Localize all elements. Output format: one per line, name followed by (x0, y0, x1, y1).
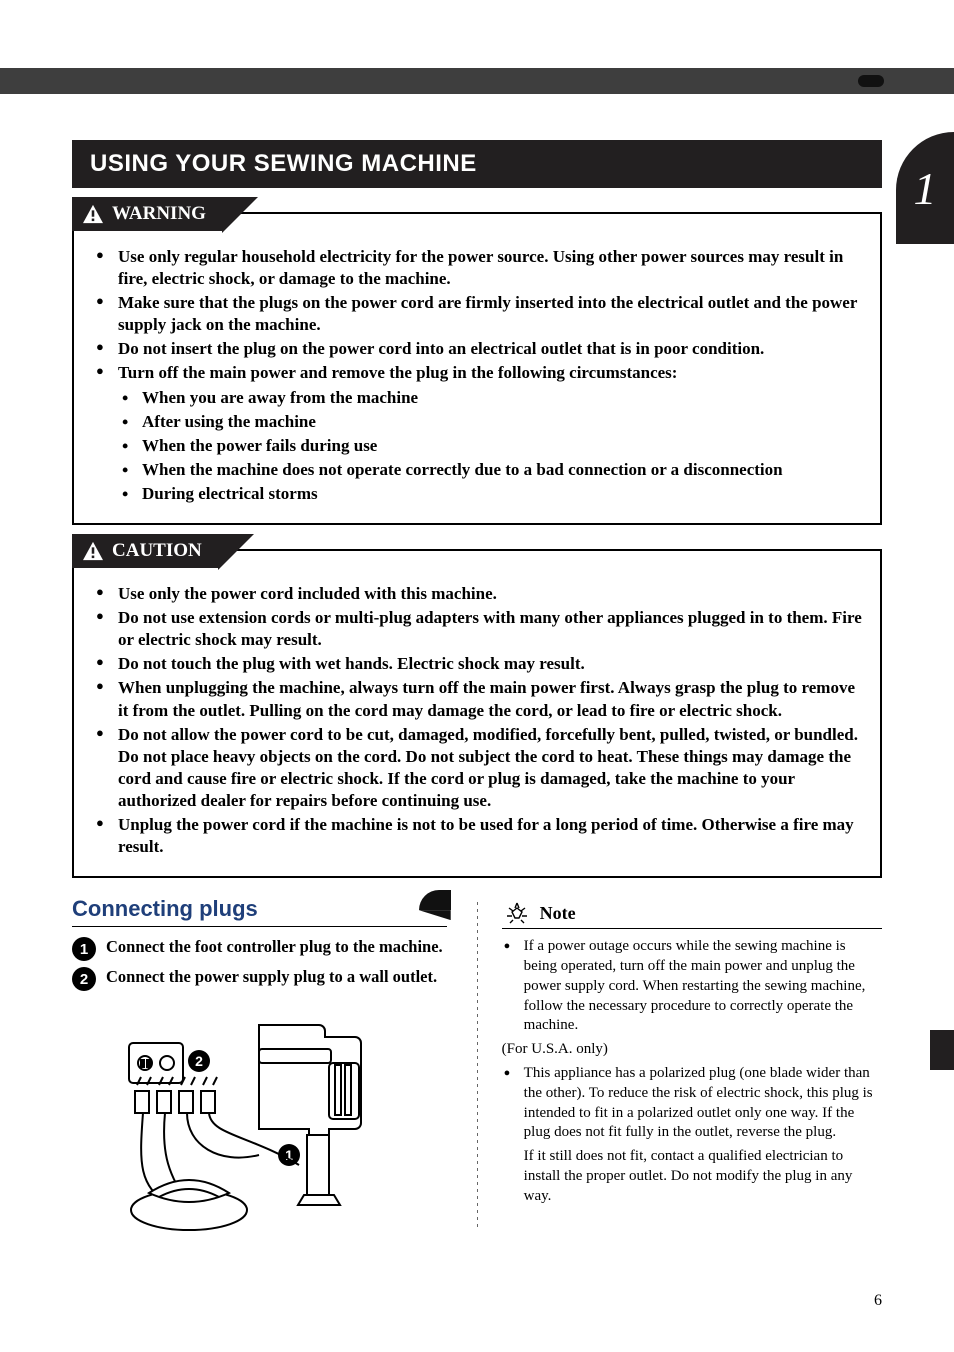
heading-tab-decoration (419, 890, 451, 910)
note-heading: Note (502, 900, 882, 929)
step-2: 2 Connect the power supply plug to a wal… (72, 967, 447, 991)
note-item: This appliance has a polarized plug (one… (502, 1064, 882, 1143)
caution-item: Do not allow the power cord to be cut, d… (92, 724, 862, 812)
header-bar (0, 68, 954, 94)
caution-item: Unplug the power cord if the machine is … (92, 814, 862, 858)
caution-label: CAUTION (72, 534, 218, 568)
step-text: Connect the power supply plug to a wall … (106, 967, 437, 991)
svg-text:2: 2 (195, 1053, 203, 1069)
warning-label: WARNING (72, 197, 222, 231)
note-usa-label: (For U.S.A. only) (502, 1040, 882, 1060)
caution-item: Do not use extension cords or multi-plug… (92, 607, 862, 651)
chapter-tab: 1 (896, 132, 954, 244)
warning-list: Use only regular household electricity f… (92, 246, 862, 385)
warning-subitem: When the power fails during use (92, 435, 862, 457)
warning-subitem: During electrical storms (92, 483, 862, 505)
warning-subitem: After using the machine (92, 411, 862, 433)
warning-subitem: When you are away from the machine (92, 387, 862, 409)
step-number-icon: 1 (72, 937, 96, 961)
warning-item: Make sure that the plugs on the power co… (92, 292, 862, 336)
note-list: If a power outage occurs while the sewin… (502, 937, 882, 1036)
connecting-figure: 1 2 (72, 1005, 447, 1235)
section-heading-connecting: Connecting plugs (72, 896, 447, 927)
note-item: If a power outage occurs while the sewin… (502, 937, 882, 1036)
step-number-icon: 2 (72, 967, 96, 991)
step-text: Connect the foot controller plug to the … (106, 937, 443, 961)
column-divider (477, 902, 478, 1229)
warning-item: Use only regular household electricity f… (92, 246, 862, 290)
warning-box: WARNING Use only regular household elect… (72, 212, 882, 525)
warning-subitem: When the machine does not operate correc… (92, 459, 862, 481)
warning-label-text: WARNING (112, 203, 206, 225)
warning-icon (82, 204, 104, 224)
note-icon (502, 900, 532, 926)
warning-item: Do not insert the plug on the power cord… (92, 338, 862, 360)
caution-item: Do not touch the plug with wet hands. El… (92, 653, 862, 675)
note-list: This appliance has a polarized plug (one… (502, 1064, 882, 1143)
warning-item: Turn off the main power and remove the p… (92, 362, 862, 384)
note-label: Note (540, 903, 576, 924)
caution-item: Use only the power cord included with th… (92, 583, 862, 605)
caution-list: Use only the power cord included with th… (92, 583, 862, 858)
caution-box: CAUTION Use only the power cord included… (72, 549, 882, 878)
chapter-title: USING YOUR SEWING MACHINE (72, 140, 882, 188)
side-thumb-marker (930, 1030, 954, 1070)
caution-icon (82, 541, 104, 561)
caution-label-text: CAUTION (112, 540, 202, 562)
note-item-continuation: If it still does not fit, contact a qual… (502, 1147, 882, 1206)
caution-item: When unplugging the machine, always turn… (92, 677, 862, 721)
warning-sublist: When you are away from the machine After… (92, 387, 862, 505)
step-1: 1 Connect the foot controller plug to th… (72, 937, 447, 961)
page-number: 6 (874, 1292, 882, 1310)
